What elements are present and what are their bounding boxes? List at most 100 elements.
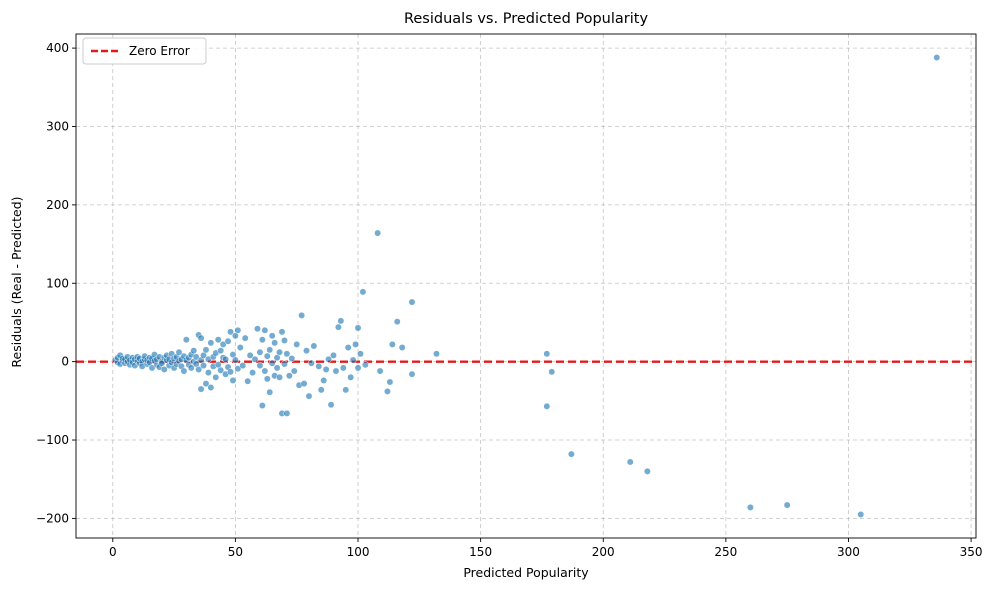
- data-point: [182, 336, 190, 344]
- data-point: [268, 332, 276, 340]
- data-point: [266, 388, 274, 396]
- x-tick-label: 300: [837, 545, 860, 559]
- data-point: [315, 362, 323, 370]
- x-tick-label: 50: [228, 545, 243, 559]
- data-point: [224, 337, 232, 345]
- data-point: [234, 326, 242, 334]
- data-point: [273, 364, 281, 372]
- data-point: [256, 348, 264, 356]
- chart-title: Residuals vs. Predicted Popularity: [404, 11, 649, 27]
- data-point: [280, 360, 288, 368]
- data-point: [261, 367, 269, 375]
- x-tick-label: 100: [347, 545, 370, 559]
- y-tick-label: 0: [61, 355, 69, 369]
- x-axis-ticks: 0 50 100 150 200 250 300 350: [109, 538, 983, 559]
- data-point: [746, 503, 754, 511]
- data-point: [352, 340, 360, 348]
- data-point: [180, 367, 188, 375]
- data-point: [175, 348, 183, 356]
- data-point: [322, 366, 330, 373]
- data-point: [285, 372, 293, 380]
- data-point: [263, 375, 271, 383]
- data-point: [337, 317, 345, 325]
- data-point: [626, 458, 634, 466]
- data-point: [207, 384, 215, 391]
- data-point: [222, 355, 230, 363]
- data-point: [543, 402, 551, 410]
- data-point: [227, 368, 234, 376]
- data-point: [298, 311, 306, 319]
- x-tick-label: 0: [109, 545, 117, 559]
- y-tick-label: −200: [36, 511, 69, 525]
- data-point: [192, 353, 200, 361]
- data-point: [342, 386, 350, 394]
- data-point: [160, 366, 168, 373]
- data-point: [197, 385, 205, 393]
- y-axis-ticks: −200 −100 0 100 200 300 400: [36, 41, 76, 525]
- data-point: [783, 501, 791, 509]
- data-point: [263, 352, 271, 360]
- data-point: [643, 467, 651, 475]
- data-point: [204, 369, 212, 377]
- data-point: [276, 348, 283, 356]
- data-point: [288, 355, 296, 362]
- data-point: [278, 328, 286, 336]
- y-tick-label: 400: [46, 41, 69, 55]
- data-point: [339, 364, 347, 372]
- data-point: [933, 54, 941, 61]
- data-point: [354, 324, 362, 332]
- data-point: [234, 365, 242, 373]
- data-point: [148, 364, 156, 372]
- data-point: [388, 340, 396, 348]
- data-point: [254, 325, 261, 333]
- data-point: [219, 340, 227, 348]
- data-point: [310, 342, 318, 350]
- x-tick-label: 250: [714, 545, 737, 559]
- x-tick-label: 200: [592, 545, 615, 559]
- data-point: [283, 350, 291, 358]
- data-point: [187, 364, 195, 372]
- data-point: [567, 450, 575, 458]
- data-point: [330, 351, 337, 359]
- data-point: [293, 340, 301, 348]
- data-point: [231, 356, 239, 364]
- data-point: [548, 368, 556, 376]
- data-point: [217, 366, 225, 374]
- data-point: [241, 334, 249, 342]
- legend-box: [82, 37, 207, 65]
- data-point: [202, 380, 210, 388]
- data-point: [327, 401, 335, 409]
- y-axis-label: Residuals (Real - Predicted): [9, 196, 24, 367]
- data-point: [268, 359, 276, 367]
- data-point: [256, 362, 264, 370]
- data-point: [357, 350, 364, 358]
- data-point: [195, 366, 203, 373]
- data-point: [197, 334, 205, 342]
- data-point: [398, 344, 406, 351]
- x-axis-label: Predicted Popularity: [463, 565, 589, 580]
- data-point: [347, 373, 355, 381]
- data-point: [207, 339, 215, 347]
- data-point: [239, 362, 247, 370]
- data-point: [227, 328, 234, 336]
- y-tick-label: 100: [46, 276, 69, 290]
- data-point: [200, 362, 207, 370]
- y-tick-label: −100: [36, 433, 69, 447]
- grid-lines: [76, 34, 976, 538]
- data-point: [244, 377, 252, 385]
- x-tick-label: 350: [960, 545, 983, 559]
- data-point: [280, 337, 288, 344]
- data-point: [543, 350, 551, 358]
- data-point: [258, 336, 266, 344]
- data-point: [332, 367, 340, 375]
- data-point: [217, 347, 225, 355]
- data-point: [408, 370, 416, 378]
- data-point: [354, 364, 362, 372]
- data-point: [246, 351, 254, 359]
- data-point: [202, 346, 210, 354]
- data-point: [359, 288, 367, 296]
- data-point: [317, 386, 325, 394]
- data-point: [376, 367, 384, 375]
- data-point: [303, 347, 310, 355]
